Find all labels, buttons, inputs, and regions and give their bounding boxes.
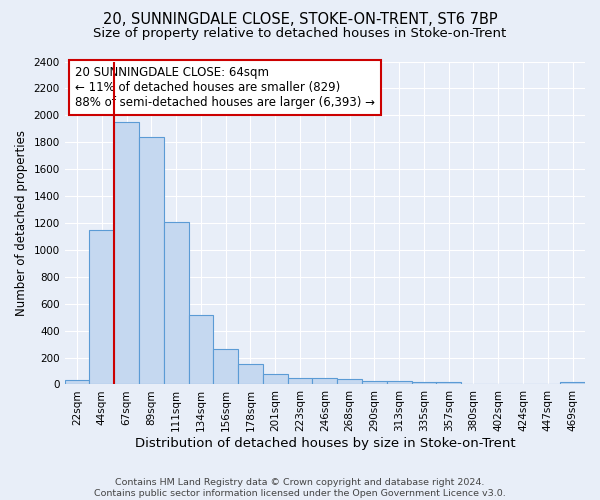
Bar — [362, 382, 387, 384]
Bar — [139, 137, 164, 384]
Bar — [436, 382, 461, 384]
Bar — [214, 349, 238, 384]
Bar — [188, 315, 214, 384]
Bar — [412, 382, 436, 384]
Text: Contains HM Land Registry data © Crown copyright and database right 2024.
Contai: Contains HM Land Registry data © Crown c… — [94, 478, 506, 498]
Bar — [263, 374, 287, 384]
Bar — [313, 378, 337, 384]
Bar — [337, 379, 362, 384]
Text: 20, SUNNINGDALE CLOSE, STOKE-ON-TRENT, ST6 7BP: 20, SUNNINGDALE CLOSE, STOKE-ON-TRENT, S… — [103, 12, 497, 28]
Bar — [287, 378, 313, 384]
Bar — [114, 122, 139, 384]
Text: Size of property relative to detached houses in Stoke-on-Trent: Size of property relative to detached ho… — [94, 28, 506, 40]
Text: 20 SUNNINGDALE CLOSE: 64sqm
← 11% of detached houses are smaller (829)
88% of se: 20 SUNNINGDALE CLOSE: 64sqm ← 11% of det… — [75, 66, 375, 110]
Y-axis label: Number of detached properties: Number of detached properties — [15, 130, 28, 316]
Bar — [65, 380, 89, 384]
Bar — [164, 222, 188, 384]
Bar — [89, 230, 114, 384]
X-axis label: Distribution of detached houses by size in Stoke-on-Trent: Distribution of detached houses by size … — [134, 437, 515, 450]
Bar — [560, 382, 585, 384]
Bar — [238, 364, 263, 384]
Bar — [387, 381, 412, 384]
